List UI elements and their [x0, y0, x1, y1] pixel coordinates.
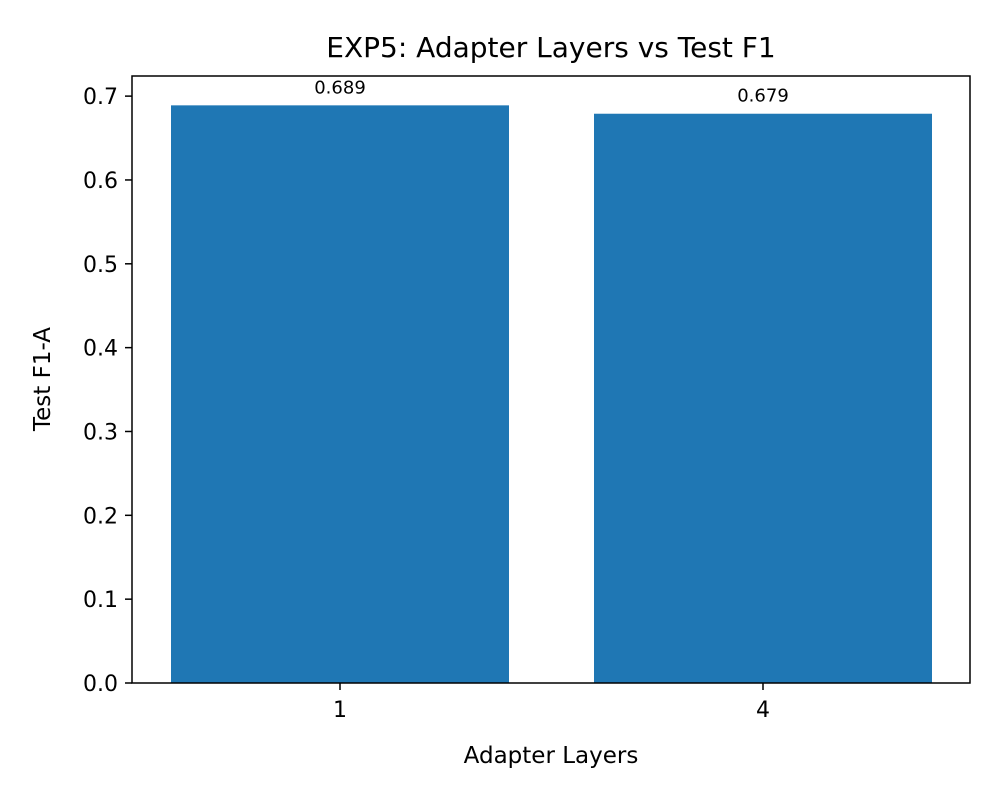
x-tick-label: 4	[756, 698, 770, 723]
bars-layer	[171, 105, 932, 683]
chart-title: EXP5: Adapter Layers vs Test F1	[326, 31, 775, 64]
data-label-4: 0.679	[737, 86, 789, 107]
y-tick-label: 0.1	[83, 588, 118, 613]
plot-frame	[131, 75, 971, 684]
bar-1	[171, 105, 509, 683]
y-tick-label: 0.7	[83, 85, 118, 110]
y-tick-label: 0.2	[83, 504, 118, 529]
y-tick-label: 0.3	[83, 420, 118, 445]
y-axis-label: Test F1-A	[30, 327, 56, 432]
bar-4	[594, 113, 932, 683]
x-tick-label: 1	[333, 698, 347, 723]
data-labels-layer: 0.689 0.679	[314, 77, 789, 106]
x-axis-label: Adapter Layers	[464, 743, 639, 769]
y-tick-label: 0.5	[83, 253, 118, 278]
y-tick-label: 0.6	[83, 169, 118, 194]
y-tick-label: 0.0	[83, 672, 118, 697]
data-label-1: 0.689	[314, 77, 366, 98]
y-tick-label: 0.4	[83, 337, 118, 362]
y-axis: 0.0 0.1 0.2 0.3 0.4 0.5 0.6 0.7	[83, 85, 132, 697]
